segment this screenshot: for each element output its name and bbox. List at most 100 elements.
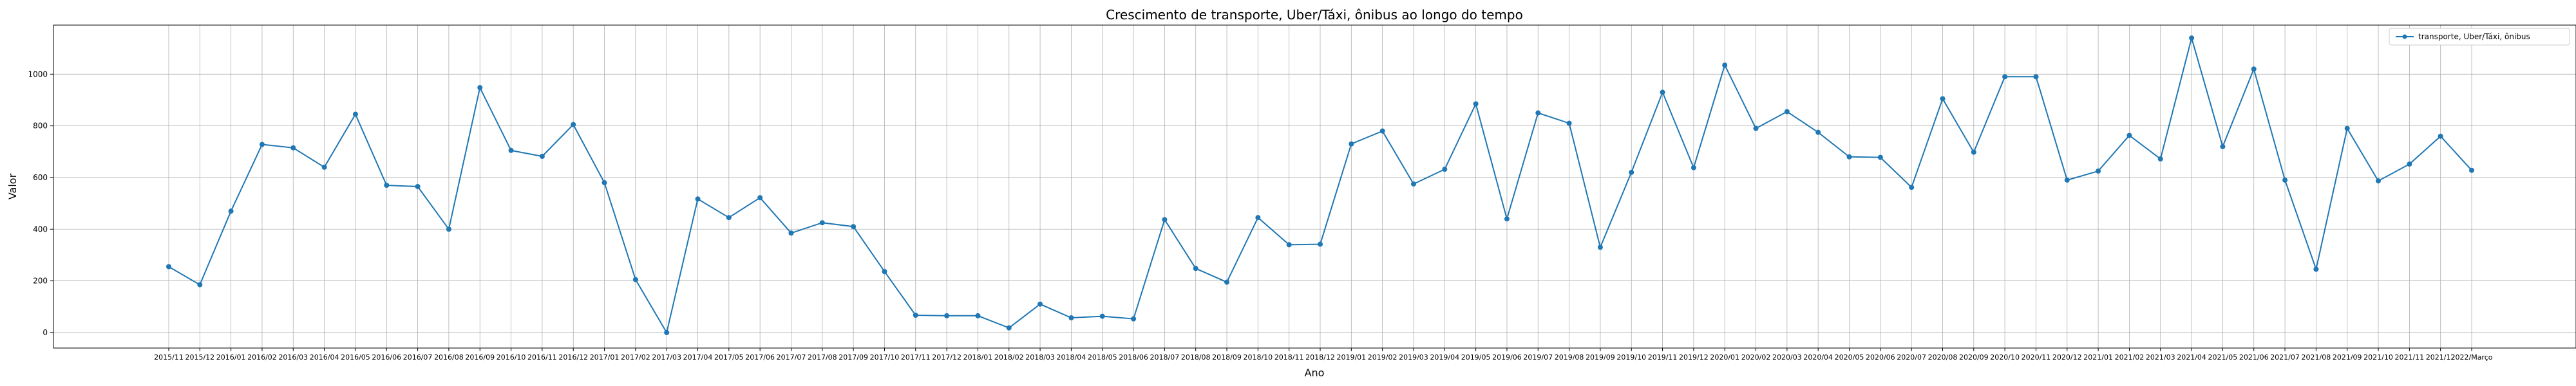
y-tick-label: 600 xyxy=(33,173,48,182)
series-line-group xyxy=(166,35,2474,335)
x-tick-label: 2021/03 xyxy=(2146,353,2175,362)
data-point xyxy=(2189,35,2195,41)
data-point xyxy=(2344,125,2350,131)
x-tick-label: 2019/02 xyxy=(1368,353,1397,362)
x-tick-label: 2017/01 xyxy=(590,353,620,362)
x-tick-label: 2015/12 xyxy=(185,353,214,362)
data-point xyxy=(1597,244,1603,250)
x-tick-label: 2020/08 xyxy=(1928,353,1958,362)
data-point xyxy=(446,226,451,232)
x-tick-label: 2017/12 xyxy=(932,353,961,362)
data-point xyxy=(1379,128,1385,134)
x-tick-label: 2019/12 xyxy=(1679,353,1709,362)
x-tick-label: 2018/04 xyxy=(1057,353,1086,362)
data-point xyxy=(321,164,327,170)
y-tick-label: 800 xyxy=(33,122,48,131)
x-tick-label: 2017/03 xyxy=(652,353,681,362)
legend: transporte, Uber/Táxi, ônibus xyxy=(2389,28,2570,46)
x-tick-label: 2018/02 xyxy=(994,353,1024,362)
x-tick-label: 2017/06 xyxy=(745,353,775,362)
data-point xyxy=(1068,315,1074,321)
data-point xyxy=(1753,125,1759,131)
x-tick-label: 2019/01 xyxy=(1336,353,1366,362)
x-tick-label: 2017/08 xyxy=(808,353,837,362)
data-point xyxy=(1162,217,1168,223)
data-point xyxy=(726,215,732,221)
data-point xyxy=(757,195,763,201)
data-point xyxy=(2313,266,2319,272)
data-point xyxy=(851,224,857,230)
data-point xyxy=(695,196,701,202)
data-point xyxy=(1349,141,1354,147)
legend-marker-swatch xyxy=(2402,34,2407,39)
data-point xyxy=(1131,316,1137,322)
data-point xyxy=(539,154,545,160)
y-tick-label: 400 xyxy=(33,225,48,234)
x-tick-label: 2021/10 xyxy=(2363,353,2393,362)
x-tick-label: 2017/10 xyxy=(870,353,900,362)
data-point xyxy=(2157,156,2163,162)
x-tick-label: 2021/08 xyxy=(2302,353,2331,362)
data-point xyxy=(1410,181,1416,187)
x-tick-label: 2021/02 xyxy=(2115,353,2145,362)
data-point xyxy=(1566,120,1572,126)
data-point xyxy=(1224,279,1230,285)
x-tick-label: 2019/03 xyxy=(1399,353,1428,362)
x-tick-label: 2017/09 xyxy=(838,353,868,362)
plot-area-frame xyxy=(53,24,2576,349)
data-point xyxy=(1877,154,1883,160)
data-point xyxy=(2438,133,2443,139)
data-point xyxy=(1660,89,1665,95)
data-point xyxy=(2282,177,2288,183)
x-tick-label: 2019/05 xyxy=(1461,353,1491,362)
x-tick-label: 2022/Março xyxy=(2451,353,2493,362)
data-point xyxy=(228,208,234,214)
data-point xyxy=(2064,177,2070,183)
data-point xyxy=(1722,62,1728,68)
x-tick-label: 2018/08 xyxy=(1181,353,1211,362)
x-tick-label: 2021/04 xyxy=(2177,353,2206,362)
x-tick-label: 2021/12 xyxy=(2426,353,2456,362)
x-tick-label: 2016/04 xyxy=(310,353,339,362)
x-tick-label: 2016/11 xyxy=(527,353,557,362)
data-point xyxy=(1286,242,1292,248)
data-point xyxy=(1006,325,1012,331)
x-tick-label: 2020/06 xyxy=(1866,353,1895,362)
legend-box xyxy=(2389,28,2570,46)
x-tick-label: 2016/05 xyxy=(341,353,370,362)
x-tick-label: 2019/08 xyxy=(1555,353,1584,362)
x-tick-label: 2020/02 xyxy=(1741,353,1771,362)
x-tick-label: 2018/12 xyxy=(1305,353,1335,362)
x-tick-label: 2016/12 xyxy=(558,353,588,362)
data-point xyxy=(788,230,794,236)
data-point xyxy=(882,269,887,275)
x-tick-label: 2018/11 xyxy=(1274,353,1304,362)
data-point xyxy=(1099,313,1105,319)
x-tick-label: 2018/06 xyxy=(1119,353,1148,362)
x-tick-label: 2021/07 xyxy=(2270,353,2300,362)
x-tick-label: 2019/07 xyxy=(1523,353,1553,362)
y-axis-label: Valor xyxy=(6,173,19,199)
data-point xyxy=(944,313,950,318)
x-tick-label: 2021/09 xyxy=(2333,353,2362,362)
data-point xyxy=(1193,266,1198,271)
x-tick-label: 2018/05 xyxy=(1088,353,1117,362)
data-point xyxy=(664,329,670,335)
x-tick-label: 2018/01 xyxy=(963,353,993,362)
x-tick-label: 2020/07 xyxy=(1897,353,1926,362)
y-axis-ticks: 0 200 400 600 800 1000 xyxy=(28,69,53,337)
data-point xyxy=(1784,109,1790,115)
x-tick-label: 2016/09 xyxy=(465,353,495,362)
data-point xyxy=(1629,169,1634,175)
data-point xyxy=(1815,129,1821,135)
x-tick-label: 2021/01 xyxy=(2083,353,2113,362)
x-axis-label: Ano xyxy=(1305,367,1325,379)
data-point xyxy=(352,111,358,117)
x-tick-label: 2018/03 xyxy=(1025,353,1055,362)
data-point xyxy=(2251,66,2257,72)
x-tick-label: 2017/11 xyxy=(901,353,931,362)
legend-label: transporte, Uber/Táxi, ônibus xyxy=(2418,32,2530,41)
x-tick-label: 2015/11 xyxy=(154,353,184,362)
data-point xyxy=(1255,215,1261,221)
